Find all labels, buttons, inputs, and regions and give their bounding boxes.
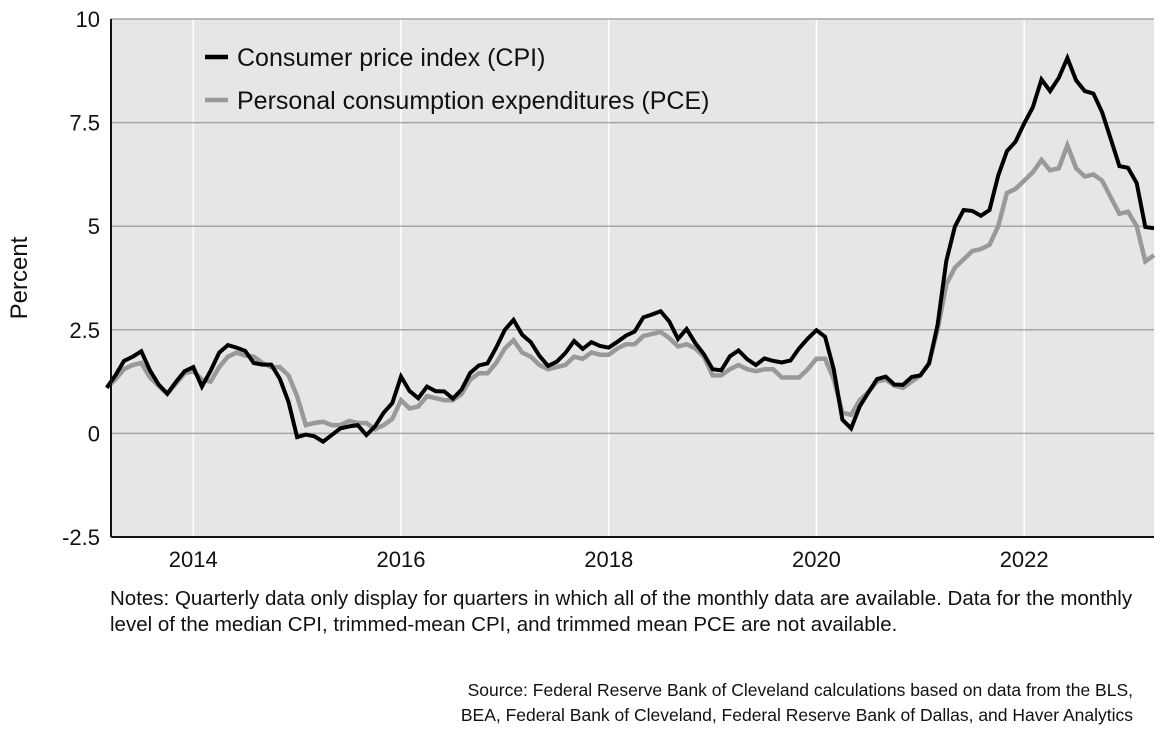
y-axis-label: Percent [6, 236, 33, 319]
x-tick-label: 2018 [584, 547, 633, 572]
x-tick-label: 2014 [169, 547, 218, 572]
y-tick-label: 10 [76, 7, 100, 32]
series-line-pce [105, 139, 1156, 432]
legend-label-pce: Personal consumption expenditures (PCE) [237, 87, 709, 115]
series-lines [105, 52, 1156, 445]
vertical-gridlines [192, 19, 1025, 537]
y-tick-labels: 10 7.5 5 2.5 0 -2.5 [62, 7, 100, 550]
series-line-cpi [105, 52, 1155, 445]
x-tick-label: 2016 [377, 547, 426, 572]
y-tick-label: 2.5 [69, 318, 100, 343]
plot-background [111, 19, 1154, 537]
x-tick-label: 2022 [1000, 547, 1049, 572]
horizontal-gridlines [111, 18, 1154, 435]
legend: Consumer price index (CPI) Personal cons… [205, 44, 709, 115]
x-tick-label: 2020 [792, 547, 841, 572]
y-tick-label: -2.5 [62, 525, 100, 550]
chart-source: Source: Federal Reserve Bank of Clevelan… [460, 680, 1133, 725]
legend-label-cpi: Consumer price index (CPI) [237, 44, 545, 72]
chart: 10 7.5 5 2.5 0 -2.5 2014 2016 2018 2020 2022 Perc… [6, 7, 1156, 572]
y-tick-label: 5 [88, 214, 100, 239]
chart-notes: Notes: Quarterly data only display for q… [110, 587, 1133, 636]
y-tick-label: 7.5 [69, 111, 100, 136]
x-tick-labels: 2014 2016 2018 2020 2022 [169, 547, 1049, 572]
y-tick-label: 0 [88, 421, 100, 446]
